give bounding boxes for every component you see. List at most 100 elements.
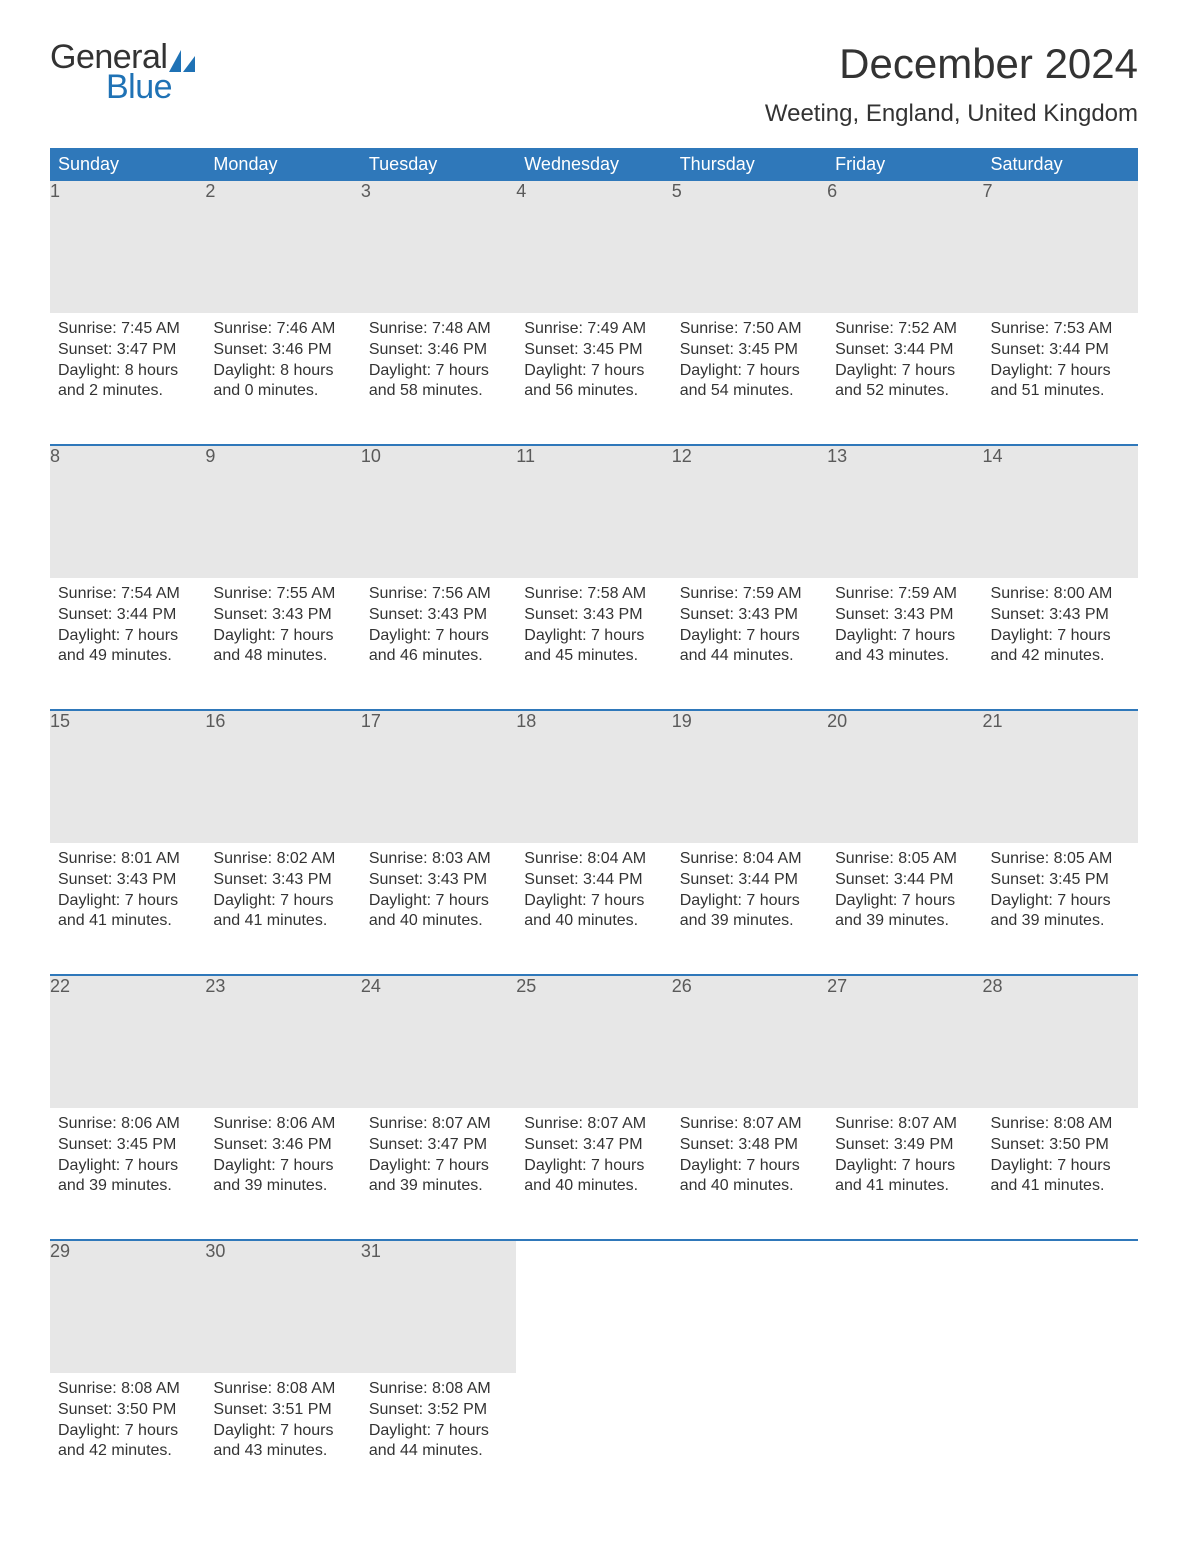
day-details: Sunrise: 7:52 AMSunset: 3:44 PMDaylight:… [827,313,982,416]
day-number: 3 [361,181,516,313]
day-number: 6 [827,181,982,313]
day-details: Sunrise: 8:07 AMSunset: 3:48 PMDaylight:… [672,1108,827,1211]
day-details: Sunrise: 8:06 AMSunset: 3:46 PMDaylight:… [205,1108,360,1211]
brand-logo: General Blue [50,40,195,104]
day-cell: Sunrise: 8:08 AMSunset: 3:50 PMDaylight:… [50,1373,205,1505]
column-header: Monday [205,148,360,181]
day-data-row: Sunrise: 7:45 AMSunset: 3:47 PMDaylight:… [50,313,1138,445]
day-number [827,1241,982,1373]
day-details: Sunrise: 8:04 AMSunset: 3:44 PMDaylight:… [672,843,827,946]
day-cell: Sunrise: 8:07 AMSunset: 3:48 PMDaylight:… [672,1108,827,1240]
day-details: Sunrise: 7:48 AMSunset: 3:46 PMDaylight:… [361,313,516,416]
day-number: 5 [672,181,827,313]
title-block: December 2024 Weeting, England, United K… [765,40,1138,140]
day-details: Sunrise: 7:54 AMSunset: 3:44 PMDaylight:… [50,578,205,681]
day-details: Sunrise: 7:50 AMSunset: 3:45 PMDaylight:… [672,313,827,416]
day-number: 13 [827,446,982,578]
day-cell [827,1373,982,1505]
day-number: 7 [983,181,1138,313]
day-cell: Sunrise: 8:00 AMSunset: 3:43 PMDaylight:… [983,578,1138,710]
sail-icon [169,50,195,72]
day-number: 8 [50,446,205,578]
month-title: December 2024 [765,40,1138,88]
day-cell: Sunrise: 7:46 AMSunset: 3:46 PMDaylight:… [205,313,360,445]
day-cell: Sunrise: 7:56 AMSunset: 3:43 PMDaylight:… [361,578,516,710]
column-header: Wednesday [516,148,671,181]
day-number: 16 [205,711,360,843]
day-details: Sunrise: 8:03 AMSunset: 3:43 PMDaylight:… [361,843,516,946]
day-details: Sunrise: 8:08 AMSunset: 3:50 PMDaylight:… [50,1373,205,1476]
daynum-row: 293031 [50,1241,1138,1373]
day-details: Sunrise: 7:45 AMSunset: 3:47 PMDaylight:… [50,313,205,416]
brand-word2: Blue [106,70,195,104]
day-details: Sunrise: 8:07 AMSunset: 3:47 PMDaylight:… [516,1108,671,1211]
day-details: Sunrise: 8:07 AMSunset: 3:49 PMDaylight:… [827,1108,982,1211]
day-number: 31 [361,1241,516,1373]
day-number: 22 [50,976,205,1108]
day-number: 17 [361,711,516,843]
day-data-row: Sunrise: 8:01 AMSunset: 3:43 PMDaylight:… [50,843,1138,975]
day-cell: Sunrise: 8:05 AMSunset: 3:44 PMDaylight:… [827,843,982,975]
day-number: 29 [50,1241,205,1373]
day-details: Sunrise: 8:07 AMSunset: 3:47 PMDaylight:… [361,1108,516,1211]
day-number [983,1241,1138,1373]
day-details: Sunrise: 8:06 AMSunset: 3:45 PMDaylight:… [50,1108,205,1211]
day-number: 21 [983,711,1138,843]
day-cell: Sunrise: 7:45 AMSunset: 3:47 PMDaylight:… [50,313,205,445]
day-data-row: Sunrise: 8:08 AMSunset: 3:50 PMDaylight:… [50,1373,1138,1505]
daynum-row: 22232425262728 [50,976,1138,1108]
day-details: Sunrise: 7:56 AMSunset: 3:43 PMDaylight:… [361,578,516,681]
day-details: Sunrise: 7:55 AMSunset: 3:43 PMDaylight:… [205,578,360,681]
day-cell: Sunrise: 7:53 AMSunset: 3:44 PMDaylight:… [983,313,1138,445]
day-number: 11 [516,446,671,578]
column-header: Tuesday [361,148,516,181]
header-row: General Blue December 2024 Weeting, Engl… [50,40,1138,140]
day-number: 14 [983,446,1138,578]
day-cell: Sunrise: 7:50 AMSunset: 3:45 PMDaylight:… [672,313,827,445]
day-details: Sunrise: 7:53 AMSunset: 3:44 PMDaylight:… [983,313,1138,416]
day-details: Sunrise: 8:05 AMSunset: 3:44 PMDaylight:… [827,843,982,946]
day-details: Sunrise: 7:59 AMSunset: 3:43 PMDaylight:… [827,578,982,681]
day-number: 28 [983,976,1138,1108]
day-cell [516,1373,671,1505]
day-details: Sunrise: 7:58 AMSunset: 3:43 PMDaylight:… [516,578,671,681]
day-number [672,1241,827,1373]
daynum-row: 1234567 [50,181,1138,313]
day-number: 4 [516,181,671,313]
day-number: 27 [827,976,982,1108]
column-header: Saturday [983,148,1138,181]
day-cell: Sunrise: 8:04 AMSunset: 3:44 PMDaylight:… [672,843,827,975]
calendar-header: SundayMondayTuesdayWednesdayThursdayFrid… [50,148,1138,181]
day-details: Sunrise: 8:02 AMSunset: 3:43 PMDaylight:… [205,843,360,946]
day-cell: Sunrise: 8:08 AMSunset: 3:52 PMDaylight:… [361,1373,516,1505]
day-cell: Sunrise: 7:59 AMSunset: 3:43 PMDaylight:… [672,578,827,710]
location-subtitle: Weeting, England, United Kingdom [765,100,1138,128]
day-cell: Sunrise: 8:07 AMSunset: 3:49 PMDaylight:… [827,1108,982,1240]
day-cell: Sunrise: 8:06 AMSunset: 3:45 PMDaylight:… [50,1108,205,1240]
day-number: 18 [516,711,671,843]
day-number: 26 [672,976,827,1108]
day-cell: Sunrise: 7:52 AMSunset: 3:44 PMDaylight:… [827,313,982,445]
day-cell: Sunrise: 7:54 AMSunset: 3:44 PMDaylight:… [50,578,205,710]
day-number [516,1241,671,1373]
calendar-table: SundayMondayTuesdayWednesdayThursdayFrid… [50,148,1138,1505]
day-number: 20 [827,711,982,843]
day-number: 12 [672,446,827,578]
day-cell: Sunrise: 8:03 AMSunset: 3:43 PMDaylight:… [361,843,516,975]
day-number: 25 [516,976,671,1108]
day-data-row: Sunrise: 7:54 AMSunset: 3:44 PMDaylight:… [50,578,1138,710]
day-cell: Sunrise: 7:49 AMSunset: 3:45 PMDaylight:… [516,313,671,445]
day-cell: Sunrise: 8:05 AMSunset: 3:45 PMDaylight:… [983,843,1138,975]
day-number: 15 [50,711,205,843]
daynum-row: 891011121314 [50,446,1138,578]
day-number: 9 [205,446,360,578]
day-number: 24 [361,976,516,1108]
day-cell: Sunrise: 7:48 AMSunset: 3:46 PMDaylight:… [361,313,516,445]
day-number: 1 [50,181,205,313]
day-cell: Sunrise: 8:07 AMSunset: 3:47 PMDaylight:… [361,1108,516,1240]
day-number: 30 [205,1241,360,1373]
day-details: Sunrise: 8:05 AMSunset: 3:45 PMDaylight:… [983,843,1138,946]
column-header: Sunday [50,148,205,181]
day-details: Sunrise: 7:59 AMSunset: 3:43 PMDaylight:… [672,578,827,681]
day-cell: Sunrise: 8:01 AMSunset: 3:43 PMDaylight:… [50,843,205,975]
